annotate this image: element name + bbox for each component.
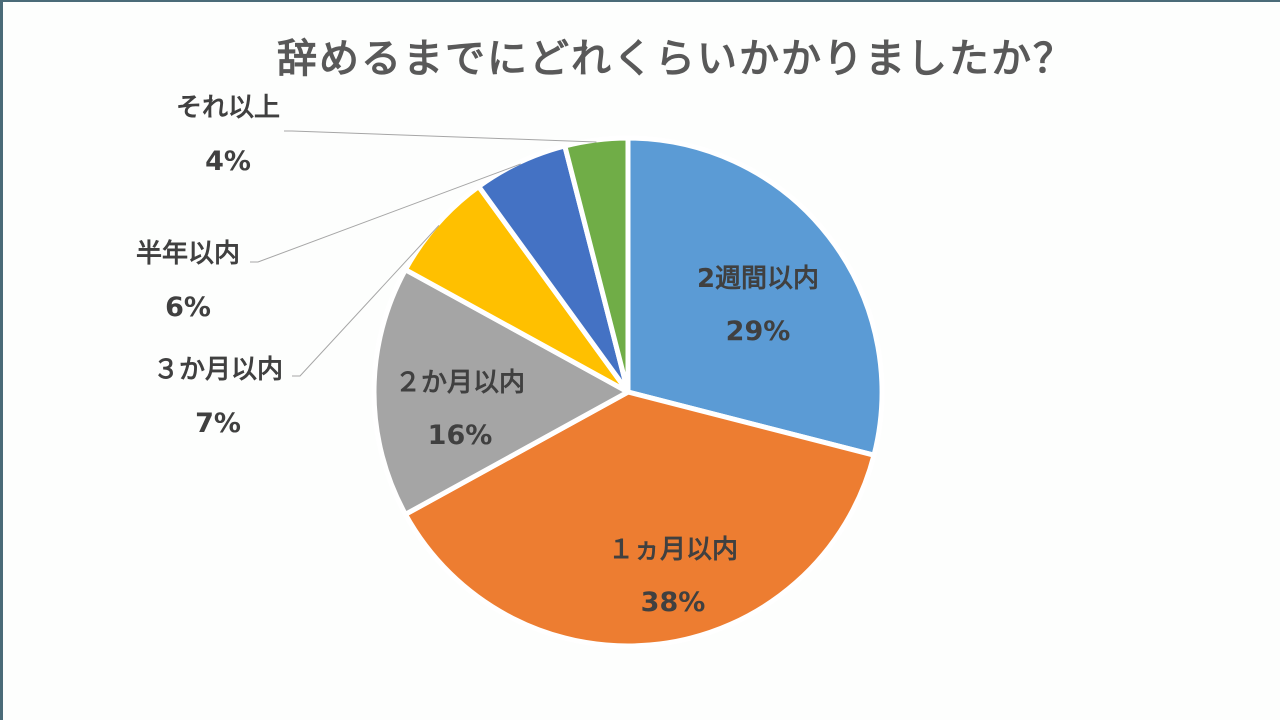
data-label-category: 2週間以内 <box>697 264 819 294</box>
data-label-category: それ以上 <box>176 93 280 123</box>
data-label-percent: 16% <box>428 420 493 451</box>
data-label-percent: 29% <box>726 316 791 347</box>
data-label-percent: 7% <box>195 408 241 439</box>
data-label-percent: 4% <box>205 146 251 177</box>
pie-slice <box>625 135 885 458</box>
chart-title: 辞めるまでにどれくらいかかりましたか？ <box>277 36 1075 82</box>
data-labels: 2週間以内 29% １ヵ月以内 38% ２か月以内 16% ３か月以内 7% 半年以内 6% それ以… <box>136 93 819 618</box>
pie-slice <box>402 389 877 649</box>
data-label-category: ３か月以内 <box>153 355 283 385</box>
data-label-category: ２か月以内 <box>395 368 525 398</box>
data-label-category: 半年以内 <box>136 238 240 269</box>
leader-line <box>292 225 440 377</box>
pie-slices <box>371 135 885 649</box>
data-label-percent: 6% <box>165 292 211 323</box>
data-label-percent: 38% <box>641 587 706 618</box>
pie-slice <box>371 267 631 517</box>
data-label-category: １ヵ月以内 <box>608 535 738 565</box>
pie-slice <box>562 135 631 395</box>
leader-line <box>284 130 597 143</box>
leader-lines <box>250 130 597 377</box>
leader-line <box>250 163 521 263</box>
frame-border-top <box>0 0 1280 2</box>
frame-border-left <box>0 0 3 720</box>
